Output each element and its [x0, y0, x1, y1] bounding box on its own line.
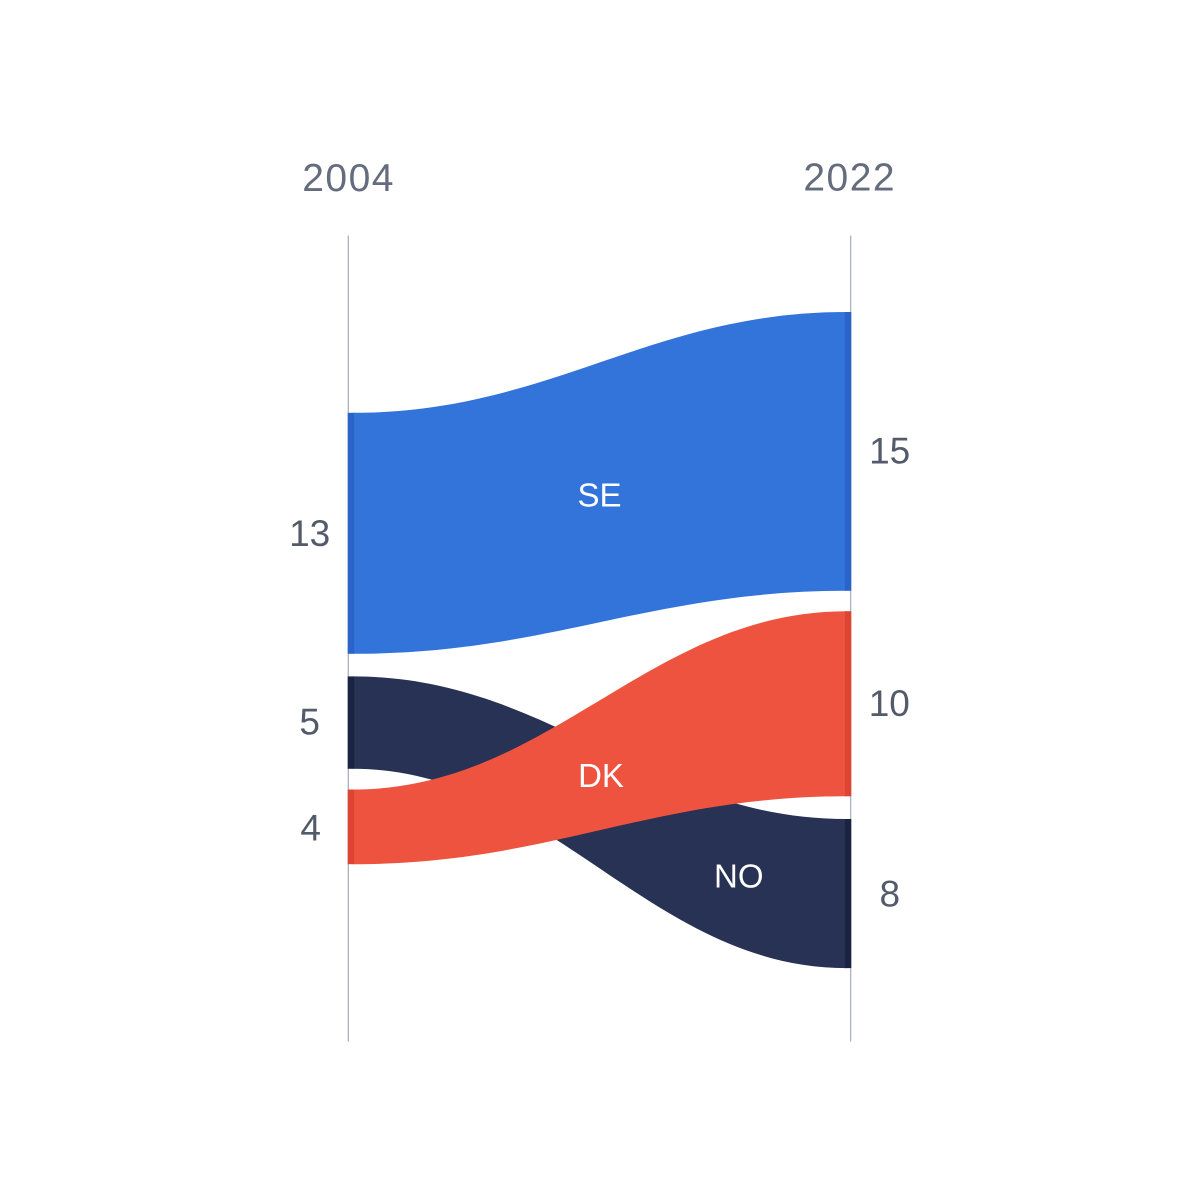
svg-text:8: 8 [880, 873, 901, 914]
svg-text:NO: NO [714, 857, 764, 894]
svg-text:SE: SE [577, 476, 621, 513]
svg-text:13: 13 [289, 513, 330, 554]
svg-text:5: 5 [299, 702, 320, 743]
svg-text:10: 10 [869, 683, 910, 724]
svg-text:DK: DK [578, 757, 624, 794]
svg-text:2022: 2022 [803, 157, 896, 200]
svg-text:4: 4 [300, 807, 321, 848]
svg-text:15: 15 [869, 431, 910, 472]
svg-text:2004: 2004 [302, 157, 395, 200]
